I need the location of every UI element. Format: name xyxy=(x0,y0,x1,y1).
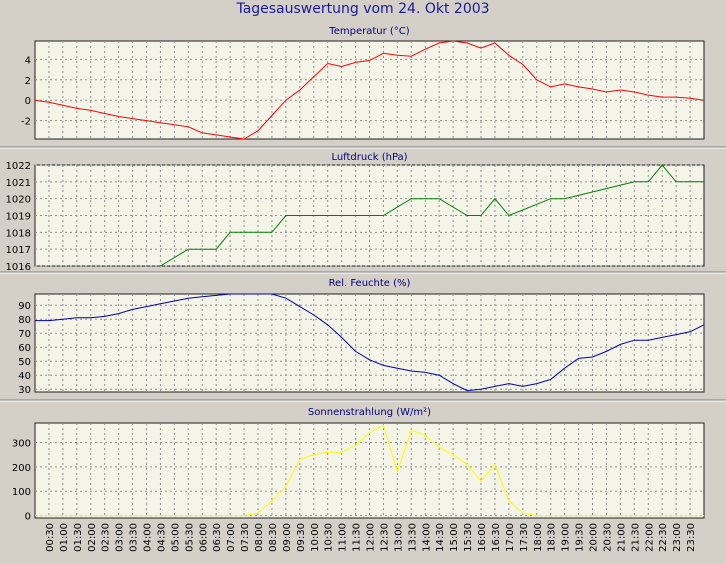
x-tick-label: 20:30 xyxy=(602,523,613,552)
y-tick-label: 1022 xyxy=(6,161,31,172)
x-tick-label: 15:30 xyxy=(463,523,474,552)
x-tick-label: 06:30 xyxy=(212,523,223,552)
x-tick-label: 23:30 xyxy=(686,523,697,552)
chart-title: Rel. Feuchte (%) xyxy=(329,278,411,289)
x-tick-label: 08:30 xyxy=(268,523,279,552)
x-tick-label: 22:00 xyxy=(644,523,655,552)
y-tick-label: 90 xyxy=(18,301,31,312)
chart-title: Sonnenstrahlung (W/m²) xyxy=(308,407,431,418)
y-tick-label: 60 xyxy=(18,343,31,354)
y-tick-label: 0 xyxy=(25,96,31,107)
x-tick-label: 04:00 xyxy=(143,523,154,552)
y-tick-label: 1020 xyxy=(6,195,31,206)
y-tick-label: 1019 xyxy=(6,212,31,223)
x-tick-label: 18:00 xyxy=(533,523,544,552)
y-tick-label: 4 xyxy=(25,55,31,66)
x-tick-label: 17:00 xyxy=(505,523,516,552)
x-tick-label: 02:00 xyxy=(87,523,98,552)
y-tick-label: -2 xyxy=(21,117,31,128)
x-tick-label: 13:00 xyxy=(393,523,404,552)
y-tick-label: 1017 xyxy=(6,245,31,256)
x-tick-label: 04:30 xyxy=(156,523,167,552)
x-tick-label: 16:30 xyxy=(491,523,502,552)
chart-title: Temperatur (°C) xyxy=(328,26,409,37)
x-tick-label: 19:30 xyxy=(575,523,586,552)
x-tick-label: 10:00 xyxy=(310,523,321,552)
x-tick-label: 11:30 xyxy=(352,523,363,552)
x-tick-label: 12:00 xyxy=(366,523,377,552)
x-tick-label: 09:30 xyxy=(296,523,307,552)
series-line xyxy=(34,40,705,140)
y-tick-label: 1016 xyxy=(6,262,31,273)
x-tick-label: 11:00 xyxy=(338,523,349,552)
x-tick-label: 12:30 xyxy=(379,523,390,552)
chart-title: Luftdruck (hPa) xyxy=(331,152,407,163)
x-tick-label: 13:30 xyxy=(407,523,418,552)
y-tick-label: 200 xyxy=(12,463,31,474)
series-line xyxy=(35,293,705,392)
x-tick-label: 00:30 xyxy=(45,523,56,552)
y-tick-label: 300 xyxy=(12,438,31,449)
x-tick-label: 06:00 xyxy=(198,523,209,552)
x-tick-label: 18:30 xyxy=(547,523,558,552)
page-title: Tagesauswertung vom 24. Okt 2003 xyxy=(236,1,490,17)
y-tick-label: 50 xyxy=(18,357,31,368)
series-line xyxy=(35,424,704,517)
x-tick-label: 05:00 xyxy=(170,523,181,552)
x-tick-label: 05:30 xyxy=(184,523,195,552)
series-line xyxy=(160,164,704,267)
y-tick-label: 1021 xyxy=(6,178,31,189)
x-tick-label: 07:30 xyxy=(240,523,251,552)
x-tick-label: 02:30 xyxy=(101,523,112,552)
x-tick-label: 22:30 xyxy=(658,523,669,552)
y-tick-label: 2 xyxy=(25,76,31,87)
y-tick-label: 80 xyxy=(18,315,31,326)
y-tick-label: 70 xyxy=(18,329,31,340)
x-tick-label: 03:30 xyxy=(129,523,140,552)
x-tick-label: 19:00 xyxy=(561,523,572,552)
y-tick-label: 0 xyxy=(25,512,31,523)
x-tick-label: 08:00 xyxy=(254,523,265,552)
x-tick-label: 21:00 xyxy=(616,523,627,552)
x-tick-label: 16:00 xyxy=(477,523,488,552)
y-tick-label: 1018 xyxy=(6,228,31,239)
x-tick-label: 10:30 xyxy=(324,523,335,552)
x-tick-label: 15:00 xyxy=(449,523,460,552)
y-tick-label: 40 xyxy=(18,371,31,382)
x-tick-label: 09:00 xyxy=(282,523,293,552)
x-tick-label: 03:00 xyxy=(115,523,126,552)
y-tick-label: 100 xyxy=(12,487,31,498)
x-tick-label: 20:00 xyxy=(589,523,600,552)
x-tick-label: 01:00 xyxy=(59,523,70,552)
x-tick-label: 23:00 xyxy=(672,523,683,552)
x-tick-label: 21:30 xyxy=(630,523,641,552)
y-tick-label: 30 xyxy=(18,385,31,396)
x-tick-label: 17:30 xyxy=(519,523,530,552)
x-tick-label: 14:30 xyxy=(435,523,446,552)
plot-area xyxy=(34,40,705,140)
x-tick-label: 07:00 xyxy=(226,523,237,552)
x-tick-label: 14:00 xyxy=(421,523,432,552)
x-tick-label: 01:30 xyxy=(73,523,84,552)
